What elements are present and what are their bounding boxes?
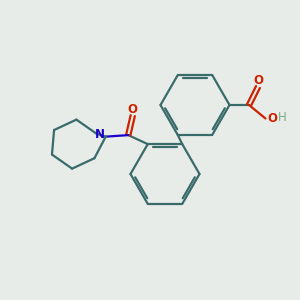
Text: N: N	[95, 128, 105, 141]
Text: H: H	[278, 111, 286, 124]
Text: O: O	[267, 112, 277, 125]
Text: O: O	[253, 74, 263, 87]
Text: O: O	[128, 103, 138, 116]
